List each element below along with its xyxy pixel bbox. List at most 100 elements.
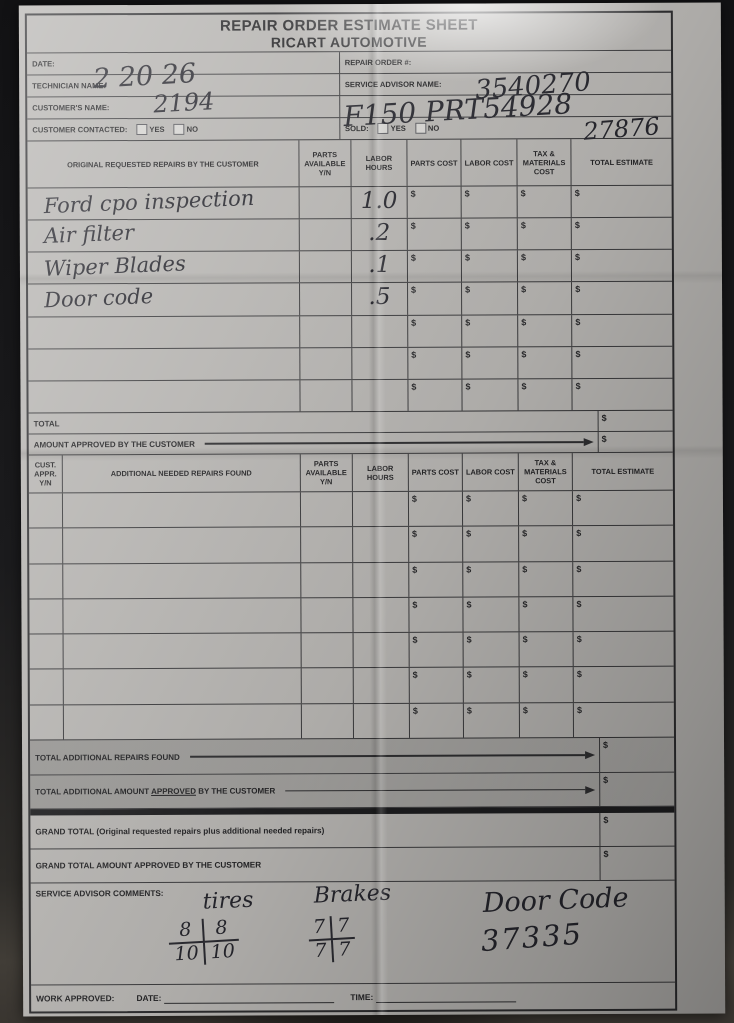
parts-available-cell [299,251,352,283]
additional-repair-row: $ $ $ $ [28,490,674,529]
labor-cost-cell: $ [461,186,518,218]
original-repair-row: $ $ $ $ [28,314,673,350]
original-repair-row: $ $ $ $ [28,346,673,382]
additional-repair-description-cell [63,598,302,634]
total-additional-row: TOTAL ADDITIONAL REPAIRS FOUND $ [30,737,675,776]
parts-available-cell [300,492,353,527]
dollar-sign: $ [576,528,582,539]
amount-approved-label: AMOUNT APPROVED BY THE CUSTOMER [33,439,195,449]
total-amount-cell: $ [597,410,673,432]
labor-cost-cell: $ [462,282,519,315]
original-repair-row: Door code .5 $ $ $ $ [28,282,673,318]
repair-order-form: REPAIR ORDER ESTIMATE SHEET RICART AUTOM… [24,10,678,1014]
labor-cost-cell: $ [462,314,519,347]
col-labor-cost: LABOR COST [461,139,518,186]
label-part-underlined: APPROVED [151,786,196,796]
parts-cost-cell: $ [408,526,464,562]
dollar-sign: $ [603,848,609,859]
parts-available-cell [301,703,354,739]
parts-cost-cell: $ [407,218,462,251]
total-estimate-cell: $ [572,186,672,218]
customer-contacted-yes-label: YES [149,124,165,134]
parts-available-cell [300,347,353,380]
labor-hours-cell [352,379,409,412]
footer-date-label: DATE: [136,992,162,1004]
score-value: 7 [307,916,334,942]
col-parts-cost: PARTS COST [408,453,463,491]
dollar-sign: $ [466,528,472,539]
labor-hours-cell: .1 [351,251,408,283]
footer-time-label: TIME: [350,991,374,1003]
dollar-sign: $ [520,252,526,263]
dollar-sign: $ [410,285,417,296]
total-additional-approved-label: TOTAL ADDITIONAL AMOUNT APPROVED BY THE … [30,786,275,796]
arrow-line [189,751,596,761]
col-labor-cost: LABOR COST [462,453,519,491]
customer-contacted-no-label: NO [186,124,199,134]
tax-materials-cost-cell: $ [518,282,573,314]
dollar-sign: $ [464,252,470,263]
dollar-sign: $ [521,316,527,327]
total-additional-approved-row: TOTAL ADDITIONAL AMOUNT APPROVED BY THE … [30,772,675,810]
repair-description-handwritten: Wiper Blades [43,251,187,282]
dollar-sign: $ [576,634,582,645]
score-value: 8 [167,918,206,945]
repair-description-handwritten: Ford cpo inspection [43,185,255,219]
additional-repair-description-cell [63,562,302,599]
tax-materials-cost-cell: $ [518,346,573,379]
total-label: TOTAL [33,418,60,428]
repair-description-handwritten: Door code [43,284,154,313]
additional-repair-row: $ $ $ $ [29,561,674,600]
dollar-sign: $ [466,564,472,575]
col-parts-available: PARTS AVAILABLE Y/N [300,454,353,492]
labor-hours-cell [353,632,410,668]
total-estimate-cell: $ [574,597,674,632]
original-repair-row: Wiper Blades .1 $ $ $ $ [27,249,673,285]
dollar-sign: $ [412,705,418,716]
parts-available-cell [301,668,354,703]
original-repairs-header-row: ORIGINAL REQUESTED REPAIRS BY THE CUSTOM… [27,138,672,189]
tax-materials-cost-cell: $ [517,250,573,282]
dollar-sign: $ [520,220,526,231]
total-estimate-cell: $ [573,526,673,561]
repair-description-cell: Door code [28,283,300,317]
total-additional-cell: $ [598,737,675,773]
dollar-sign: $ [601,412,607,423]
score-value: 7 [331,914,356,940]
comment-brakes-title: Brakes [313,880,392,909]
parts-cost-cell: $ [408,491,464,527]
repair-description-cell [28,348,301,381]
labor-hours-cell [353,597,410,633]
service-advisor-comments-label: SERVICE ADVISOR COMMENTS: [35,888,164,899]
additional-repair-row: $ $ $ $ [29,596,674,635]
time-signature-line [376,990,517,1003]
dollar-sign: $ [522,563,528,574]
parts-available-cell [301,633,354,668]
parts-cost-cell: $ [408,347,463,379]
dollar-sign: $ [522,528,528,539]
parts-cost-cell: $ [407,283,463,315]
original-repairs-body: Ford cpo inspection 1.0 $ $ $ $ Air filt… [27,185,673,414]
customer-name-label: CUSTOMER'S NAME: [32,103,110,113]
dollar-sign: $ [466,669,472,680]
dollar-sign: $ [465,381,471,392]
tax-materials-cost-cell: $ [519,596,574,632]
parts-available-cell [299,315,353,348]
tax-materials-cost-cell: $ [519,632,574,667]
grand-total-approved-row: GRAND TOTAL AMOUNT APPROVED BY THE CUSTO… [30,846,675,884]
dollar-sign: $ [575,316,581,327]
additional-repair-row: $ $ $ $ [29,525,674,565]
dollar-sign: $ [466,705,472,716]
repair-description-handwritten: Air filter [43,220,135,249]
grand-total-approved-cell: $ [599,846,675,881]
labor-hours-cell [352,347,409,379]
dollar-sign: $ [522,599,528,610]
col-labor-hours: LABOR HOURS [351,139,408,187]
repair-description-cell: Air filter [27,219,300,252]
additional-repair-description-cell [63,668,302,705]
date-label: DATE: [32,59,55,69]
labor-cost-cell: $ [461,250,519,283]
dollar-sign: $ [465,349,471,360]
dollar-sign: $ [521,349,527,360]
